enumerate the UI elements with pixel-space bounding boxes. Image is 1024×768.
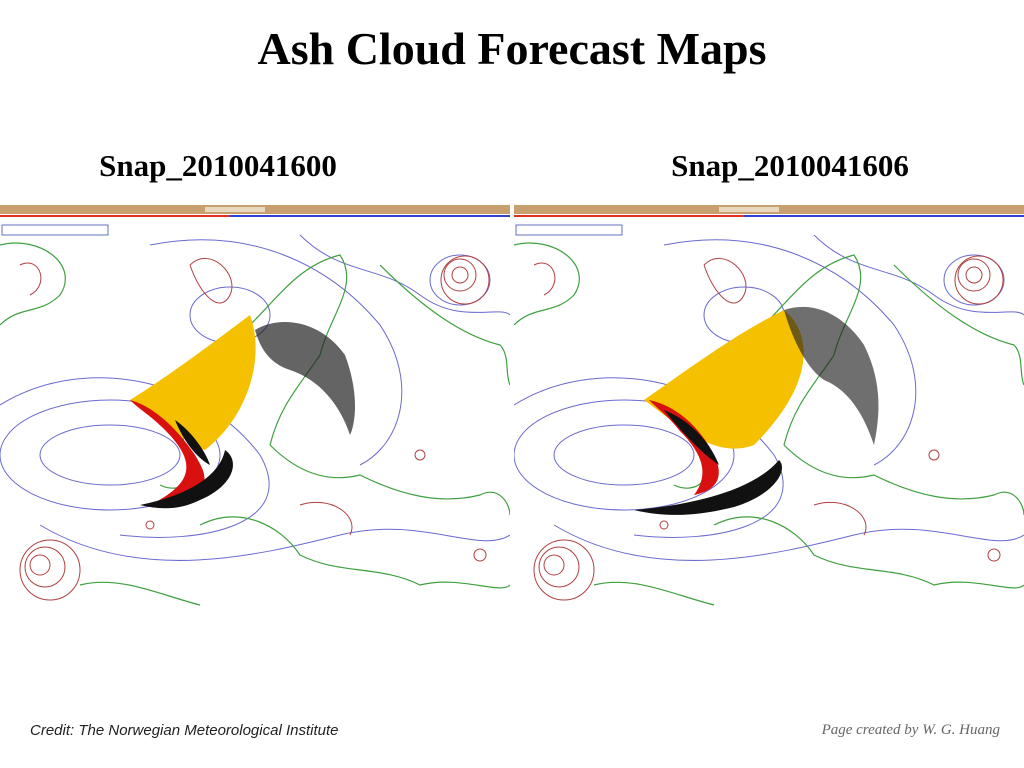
forecast-map [0,205,510,610]
forecast-map [514,205,1024,610]
credit: Credit: The Norwegian Meteorological Ins… [30,722,339,739]
panel-caption: Snap_2010041606 [671,148,909,183]
panel-caption: Snap_2010041600 [99,148,337,183]
author-note: Page created by W. G. Huang [821,722,1000,738]
slide-title: Ash Cloud Forecast Maps [257,23,767,74]
